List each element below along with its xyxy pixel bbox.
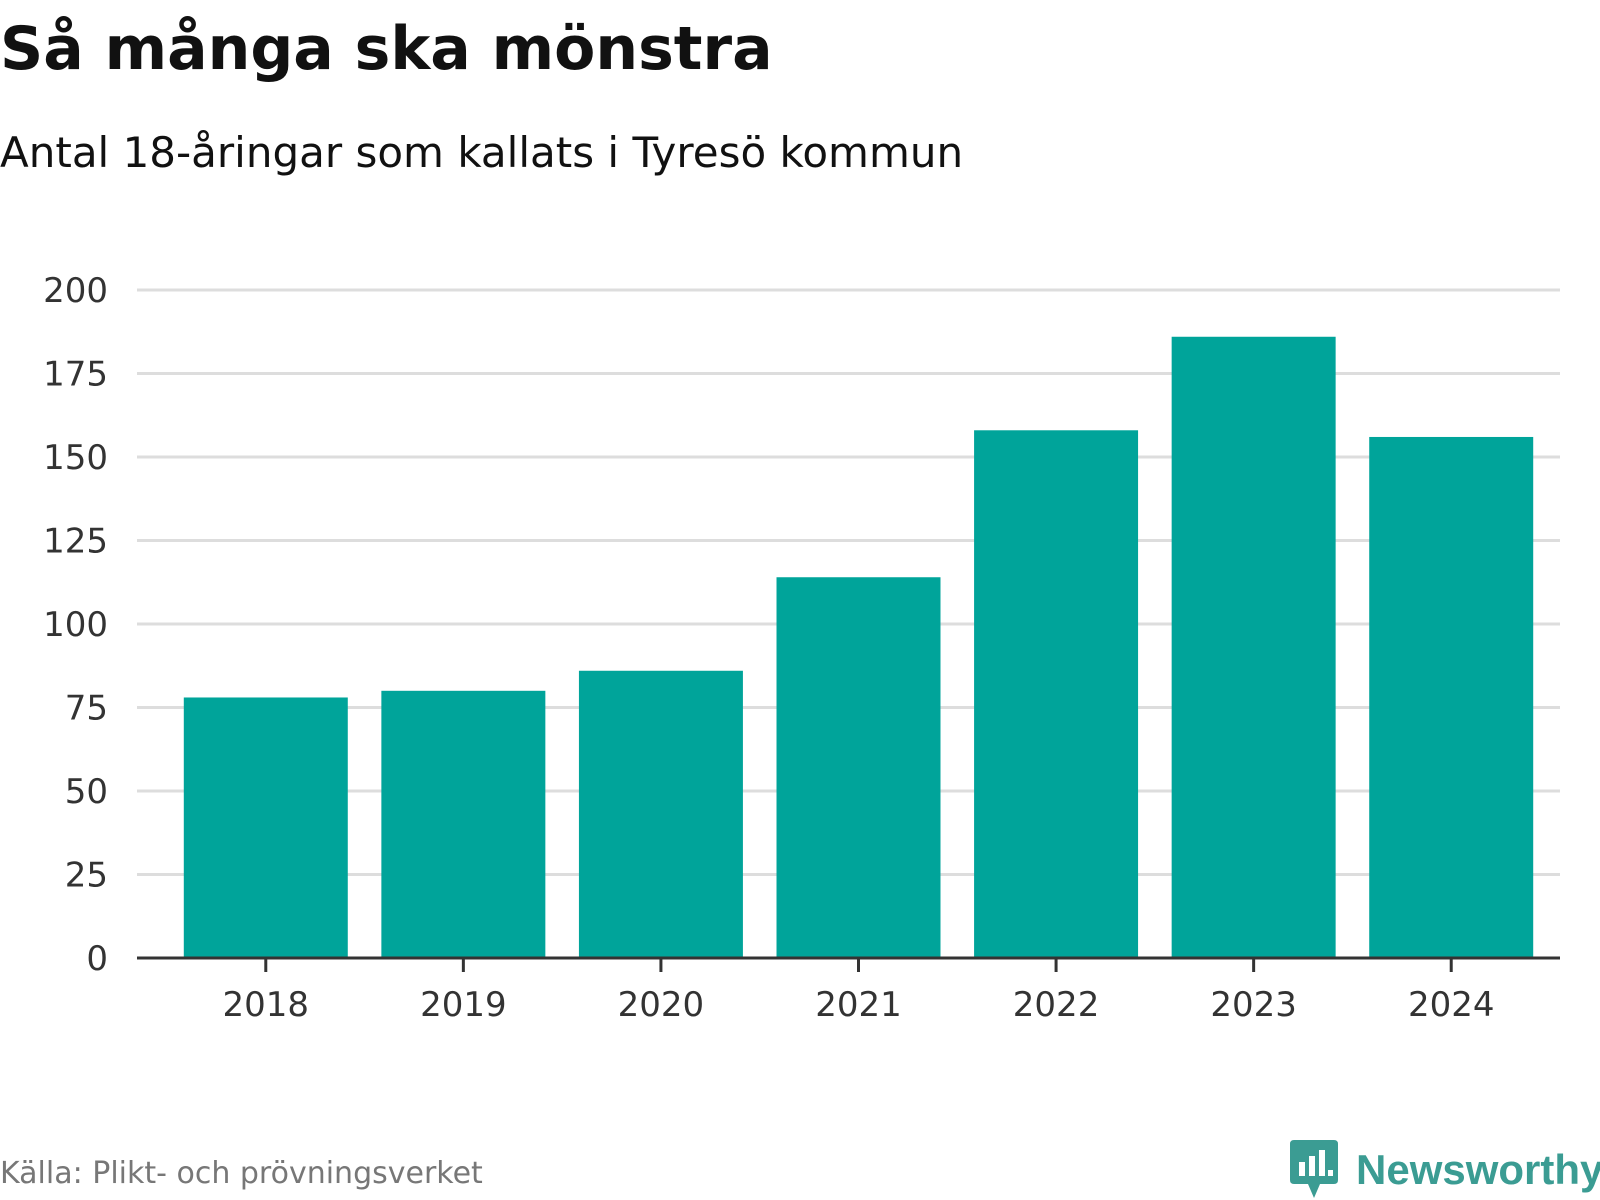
x-tick-label: 2020 [618,985,705,1025]
y-tick-label: 200 [43,271,108,311]
brand-name: Newsworthy [1356,1146,1600,1193]
y-tick-label: 175 [43,355,108,395]
bar-2024 [1369,436,1534,959]
bar-2018 [183,697,348,958]
x-tick-label: 2024 [1408,985,1495,1025]
x-tick-label: 2022 [1013,985,1100,1025]
x-axis: 2018 2019 2020 2021 2022 2023 2024 [137,956,1560,1025]
y-tick-label: 25 [65,856,108,896]
bar-2019 [381,690,546,958]
y-tick-label: 100 [43,605,108,645]
y-tick-label: 75 [65,689,108,729]
source-note: Källa: Plikt- och prövningsverket [0,1156,483,1191]
newsworthy-chart-bubble-icon [1290,1140,1338,1198]
y-tick-label: 50 [65,772,108,812]
y-tick-label: 150 [43,438,108,478]
chart-subtitle: Antal 18-åringar som kallats i Tyresö ko… [0,128,964,177]
x-tick-label: 2018 [223,985,310,1025]
y-tick-label: 0 [86,939,108,979]
chart-title: Så många ska mönstra [0,14,773,84]
x-tick-label: 2023 [1210,985,1297,1025]
bar-2023 [1171,336,1336,958]
bar-2022 [974,430,1139,958]
brand-logo[interactable]: Newsworthy [1290,1140,1600,1200]
x-tick-label: 2019 [420,985,507,1025]
y-axis-ticks: 0 25 50 75 100 125 150 175 200 [43,271,108,979]
x-tick-label: 2021 [815,985,902,1025]
bars [183,336,1534,959]
y-tick-label: 125 [43,522,108,562]
bar-2021 [776,577,941,958]
bar-2020 [578,670,743,958]
